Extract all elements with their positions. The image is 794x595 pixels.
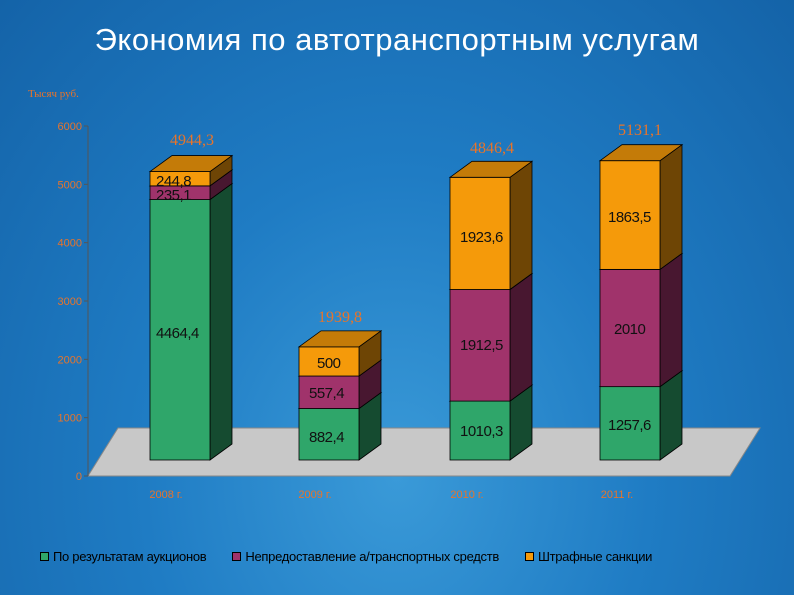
data-label: 4464,4 (156, 325, 199, 342)
unit-label: Тысяч руб. (28, 88, 79, 100)
data-label: 1923,6 (460, 229, 503, 246)
legend-item-auctions: По результатам аукционов (40, 549, 207, 564)
x-tick-label: 2010 г. (450, 489, 483, 501)
chart-floor (87, 427, 761, 477)
bar-segment (298, 346, 360, 377)
bar-top (148, 155, 234, 172)
data-label: 1912,5 (460, 337, 503, 354)
bar-top (297, 330, 383, 348)
bar-top (598, 144, 684, 162)
y-tick-label: 4000 (58, 238, 82, 250)
data-label: 557,4 (309, 385, 344, 402)
data-label: 500 (317, 355, 341, 372)
legend-item-penalties: Штрафные санкции (524, 549, 653, 564)
data-label: 1257,6 (608, 417, 651, 434)
bar-side (209, 182, 233, 461)
bar-segment (298, 408, 360, 461)
data-label: 244,8 (156, 173, 191, 190)
total-label: 5131,1 (618, 122, 662, 139)
bar-segment (599, 386, 661, 461)
data-label: 1863,5 (608, 209, 651, 226)
legend-label-auctions: По результатам аукционов (53, 549, 207, 564)
bar-side (509, 160, 533, 291)
y-tick-label: 6000 (58, 121, 82, 133)
data-label: 2010 (614, 321, 646, 338)
x-tick-label: 2011 г. (601, 489, 633, 501)
bar-side (509, 272, 533, 402)
legend-swatch-auctions (40, 552, 49, 561)
x-tick-label: 2008 г. (149, 489, 182, 501)
bar-top (448, 160, 534, 178)
data-label: 1010,3 (460, 423, 503, 440)
bar-segment (449, 176, 511, 290)
legend-label-penalties: Штрафные санкции (537, 549, 653, 564)
legend-swatch-nonprovision (232, 552, 242, 561)
chart-title: Экономия по автотранспортным услугам (94, 22, 700, 57)
x-tick-label: 2009 г. (298, 489, 331, 501)
data-label: 235,1 (156, 187, 191, 204)
data-label: 882,4 (309, 429, 344, 446)
bar-segment (449, 289, 511, 402)
total-label: 4944,3 (170, 132, 214, 149)
bar-segment (599, 160, 661, 270)
bar-segment (149, 199, 211, 461)
bar-side (659, 252, 683, 388)
bar-segment (298, 375, 360, 409)
legend-item-nonprovision: Непредоставление а/транспортных средств (232, 549, 499, 564)
y-tick-label: 1000 (58, 413, 82, 425)
y-tick-label: 5000 (58, 179, 82, 191)
total-label: 1939,8 (318, 309, 362, 326)
y-tick-label: 3000 (58, 296, 82, 308)
bar-side (659, 143, 683, 271)
legend-swatch-penalties (524, 552, 534, 561)
y-tick-label: 0 (76, 471, 82, 483)
total-label: 4846,4 (470, 140, 514, 157)
legend-label-nonprovision: Непредоставление а/транспортных средств (245, 549, 499, 564)
chart-legend: По результатам аукционов Непредоставлени… (40, 549, 652, 564)
y-tick-label: 2000 (58, 354, 82, 366)
